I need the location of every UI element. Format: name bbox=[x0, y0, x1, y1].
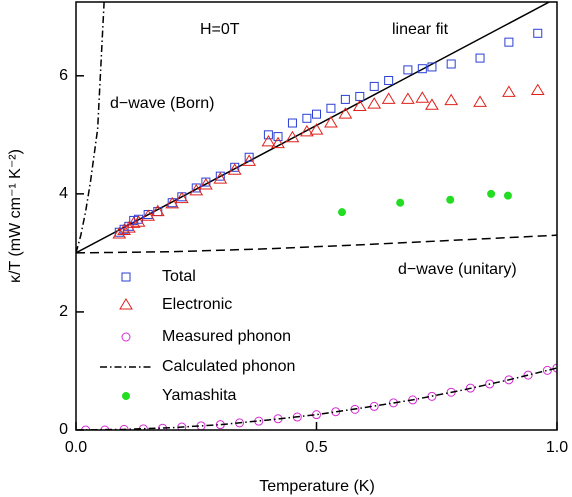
marker-square bbox=[287, 118, 297, 128]
marker-triangle bbox=[415, 91, 430, 103]
legend-label: Calculated phonon bbox=[162, 358, 295, 375]
legend-label: Total bbox=[162, 268, 196, 285]
marker-square bbox=[427, 62, 437, 72]
marker-square bbox=[403, 65, 413, 75]
marker-triangle bbox=[309, 123, 324, 135]
marker-square bbox=[355, 91, 365, 101]
marker-triangle bbox=[189, 183, 204, 196]
marker-square bbox=[326, 103, 336, 113]
annotation: H=0T bbox=[200, 21, 240, 38]
legend-marker bbox=[119, 298, 133, 310]
marker-triangle bbox=[338, 107, 353, 119]
marker-circle bbox=[465, 383, 475, 393]
legend-label: Electronic bbox=[162, 296, 232, 313]
x-tick-label: 0.0 bbox=[65, 439, 87, 456]
marker-square bbox=[340, 94, 350, 104]
curve-label: d−wave (unitary) bbox=[398, 261, 517, 278]
marker-circle bbox=[100, 425, 110, 430]
marker-triangle bbox=[401, 92, 415, 104]
x-axis-label: Temperature (K) bbox=[259, 478, 375, 495]
marker-triangle bbox=[444, 93, 459, 106]
series-line bbox=[76, 367, 557, 430]
marker-triangle bbox=[352, 99, 367, 111]
y-tick-label: 2 bbox=[59, 303, 68, 320]
marker-circle bbox=[337, 208, 346, 217]
marker-triangle bbox=[227, 163, 242, 175]
fit-curve bbox=[76, 2, 105, 254]
fit-curve bbox=[76, 2, 551, 254]
marker-square bbox=[263, 130, 273, 140]
marker-circle bbox=[446, 195, 455, 204]
marker-square bbox=[475, 53, 485, 63]
marker-triangle bbox=[271, 136, 285, 149]
marker-square bbox=[446, 59, 456, 69]
legend-marker bbox=[122, 392, 130, 400]
curve-label: d−wave (Born) bbox=[110, 95, 215, 112]
marker-triangle bbox=[324, 116, 338, 128]
y-tick-label: 6 bbox=[59, 67, 68, 84]
marker-triangle bbox=[530, 83, 545, 96]
marker-circle bbox=[542, 365, 552, 375]
curve-label: linear fit bbox=[392, 21, 449, 38]
marker-circle bbox=[487, 189, 496, 198]
marker-triangle bbox=[381, 92, 396, 104]
marker-square bbox=[369, 81, 379, 91]
legend-marker bbox=[121, 332, 131, 342]
marker-square bbox=[504, 37, 514, 47]
marker-triangle bbox=[261, 134, 276, 147]
marker-triangle bbox=[131, 215, 146, 227]
marker-circle bbox=[81, 425, 91, 430]
marker-triangle bbox=[502, 85, 516, 97]
legend-label: Measured phonon bbox=[162, 328, 291, 345]
marker-square bbox=[533, 28, 543, 38]
marker-circle bbox=[504, 375, 514, 385]
marker-triangle bbox=[174, 191, 189, 204]
marker-square bbox=[273, 132, 283, 142]
x-tick-label: 1.0 bbox=[546, 439, 568, 456]
y-axis-label: κ/T (mW cm⁻¹ K⁻²) bbox=[7, 149, 24, 283]
fit-curve bbox=[76, 234, 557, 254]
marker-triangle bbox=[367, 97, 382, 109]
marker-triangle bbox=[150, 204, 165, 217]
marker-circle bbox=[396, 198, 405, 207]
marker-triangle bbox=[112, 227, 127, 239]
plot-area bbox=[76, 2, 557, 430]
marker-triangle bbox=[299, 124, 314, 137]
marker-square bbox=[302, 113, 312, 123]
marker-circle bbox=[552, 363, 557, 373]
marker-triangle bbox=[198, 178, 213, 190]
x-tick-label: 0.5 bbox=[305, 439, 327, 456]
marker-square bbox=[417, 64, 427, 74]
legend-marker bbox=[121, 272, 131, 282]
y-tick-label: 0 bbox=[59, 421, 68, 438]
marker-square bbox=[312, 109, 321, 119]
marker-triangle bbox=[213, 172, 228, 184]
y-tick-label: 4 bbox=[59, 185, 68, 202]
plot-frame bbox=[75, 1, 558, 431]
marker-triangle bbox=[285, 130, 300, 143]
marker-square bbox=[244, 152, 254, 162]
marker-triangle bbox=[117, 223, 131, 235]
marker-circle bbox=[523, 370, 533, 380]
marker-triangle bbox=[425, 98, 439, 110]
marker-triangle bbox=[126, 216, 141, 228]
legend-label: Yamashita bbox=[162, 387, 237, 404]
marker-triangle bbox=[473, 95, 487, 107]
marker-triangle bbox=[242, 154, 257, 166]
marker-square bbox=[384, 76, 394, 86]
marker-circle bbox=[503, 191, 512, 200]
marker-triangle bbox=[141, 209, 156, 221]
